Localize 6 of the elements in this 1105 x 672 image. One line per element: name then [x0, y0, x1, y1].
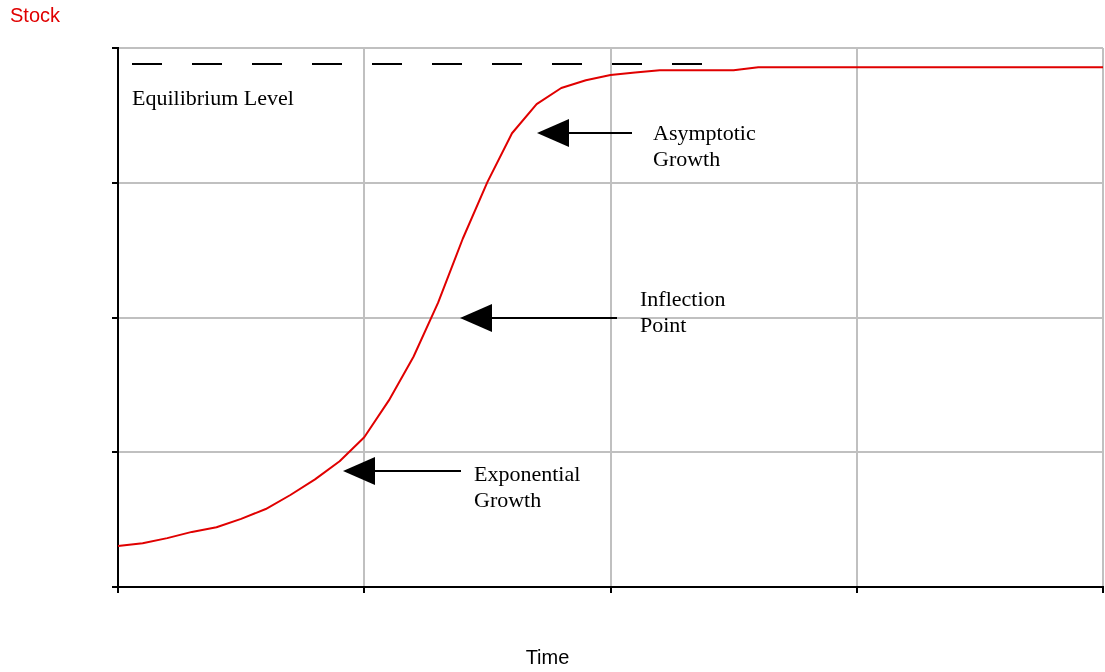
annotation: Inflection Point	[640, 286, 727, 338]
annotation: Exponential Growth	[474, 461, 582, 513]
x-axis-title: Time	[524, 646, 571, 669]
ref-line-label: Equilibrium Level	[132, 84, 294, 110]
annotation: Asymptotic Growth	[653, 120, 757, 172]
y-axis-title: Stock	[10, 4, 61, 27]
